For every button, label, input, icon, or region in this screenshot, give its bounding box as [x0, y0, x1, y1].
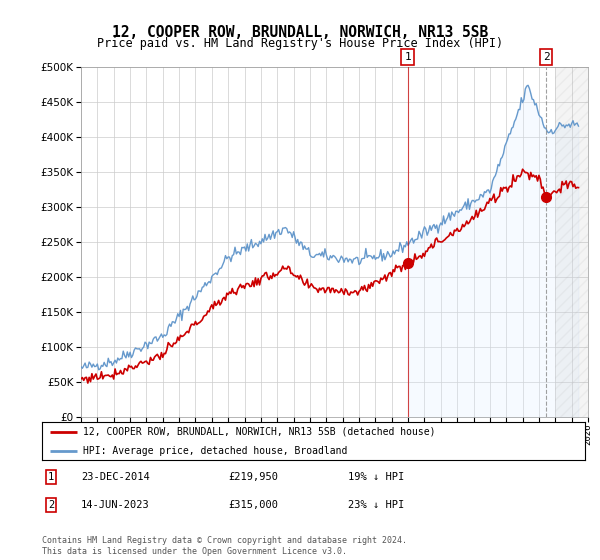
Text: Price paid vs. HM Land Registry's House Price Index (HPI): Price paid vs. HM Land Registry's House …: [97, 37, 503, 50]
Text: 12, COOPER ROW, BRUNDALL, NORWICH, NR13 5SB (detached house): 12, COOPER ROW, BRUNDALL, NORWICH, NR13 …: [83, 427, 435, 437]
Text: £315,000: £315,000: [228, 500, 278, 510]
Text: 1: 1: [48, 472, 54, 482]
Bar: [555, 67, 588, 417]
Text: 23-DEC-2014: 23-DEC-2014: [81, 472, 150, 482]
Text: HPI: Average price, detached house, Broadland: HPI: Average price, detached house, Broa…: [83, 446, 347, 456]
Text: 2: 2: [48, 500, 54, 510]
Text: 19% ↓ HPI: 19% ↓ HPI: [348, 472, 404, 482]
Text: 2: 2: [543, 52, 550, 62]
Text: 12, COOPER ROW, BRUNDALL, NORWICH, NR13 5SB: 12, COOPER ROW, BRUNDALL, NORWICH, NR13 …: [112, 25, 488, 40]
Text: 1: 1: [404, 52, 411, 62]
Text: 14-JUN-2023: 14-JUN-2023: [81, 500, 150, 510]
Text: 23% ↓ HPI: 23% ↓ HPI: [348, 500, 404, 510]
Text: Contains HM Land Registry data © Crown copyright and database right 2024.
This d: Contains HM Land Registry data © Crown c…: [42, 536, 407, 556]
Text: £219,950: £219,950: [228, 472, 278, 482]
